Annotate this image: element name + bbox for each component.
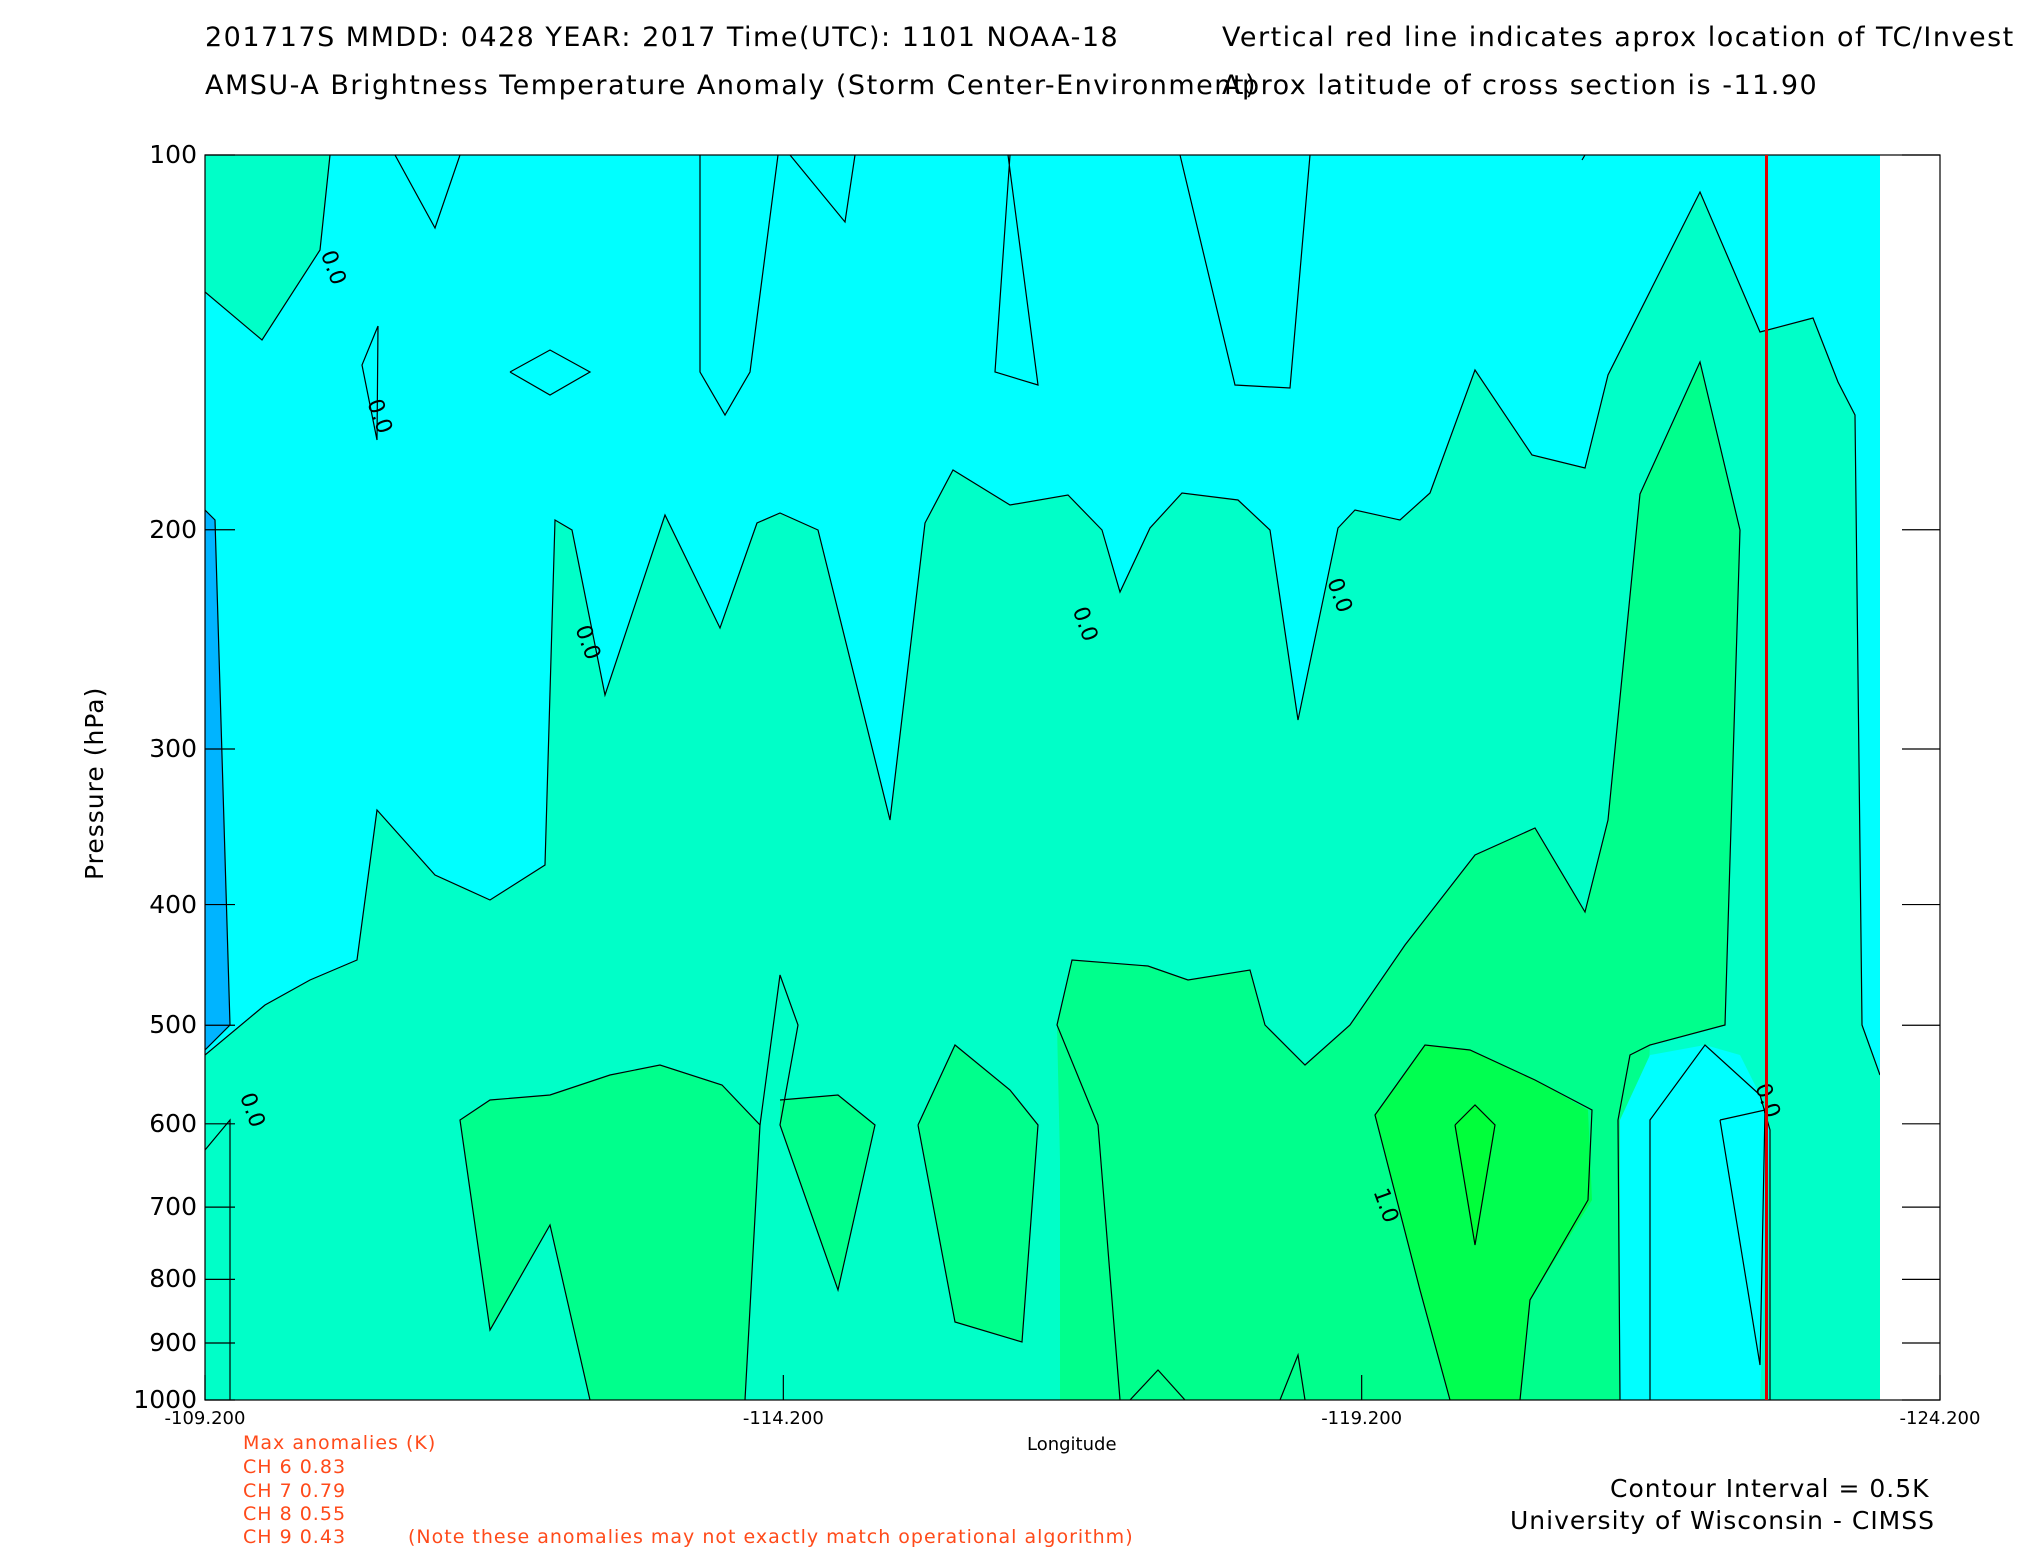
fill-above-1 [1375, 1045, 1592, 1400]
credit-line: University of Wisconsin - CIMSS [1510, 1506, 1935, 1535]
contour-line [205, 155, 331, 341]
header-note-red-line: Vertical red line indicates aprox locati… [1222, 22, 2015, 53]
contour-line [459, 1064, 761, 1400]
y-tick-label: 100 [149, 140, 197, 169]
fill-above-1-core [1455, 1105, 1495, 1245]
y-tick-label: 900 [149, 1328, 197, 1358]
fill-0-5-to-1-small-b [780, 1095, 875, 1290]
contour-line [759, 974, 876, 1293]
contour-line [1129, 1369, 1186, 1400]
y-tick-label: 400 [149, 889, 197, 919]
contour-interval: Contour Interval = 0.5K [1610, 1474, 1930, 1503]
x-axis-label: Longitude [1027, 1434, 1117, 1455]
max-anomaly-ch6: CH 6 0.83 [243, 1456, 347, 1478]
contour-line [361, 325, 379, 441]
y-ticks-right [1902, 154, 1940, 1401]
fill-below-minus-0-5 [205, 510, 230, 1050]
contour-line [205, 509, 231, 1051]
contour-line [699, 155, 779, 417]
x-tick-label: -109.200 [164, 1408, 246, 1429]
contour-line [205, 190, 1880, 1076]
x-tick-label: -119.200 [1321, 1408, 1403, 1429]
contour-line [1279, 1352, 1306, 1400]
y-tick-label: 600 [149, 1108, 197, 1138]
max-anomaly-ch8: CH 8 0.55 [243, 1503, 347, 1525]
y-axis-label: Pressure (hPa) [80, 686, 109, 880]
contour-lines [205, 155, 1880, 1400]
max-anomalies-title: Max anomalies (K) [243, 1432, 437, 1454]
y-tick-label: 800 [149, 1264, 197, 1294]
y-ticks-left [205, 154, 235, 1401]
y-tick-label: 200 [149, 514, 197, 544]
header-subtitle: AMSU-A Brightness Temperature Anomaly (S… [205, 70, 1258, 101]
contour-line [917, 1044, 1039, 1343]
fill-0-5-to-1-lower-left [460, 1065, 760, 1400]
y-tick-label: 500 [149, 1010, 197, 1040]
max-anomaly-ch9: CH 9 0.43 [243, 1526, 347, 1548]
fill-0-5-to-1-small-a [918, 1045, 1038, 1342]
anomalies-note: (Note these anomalies may not exactly ma… [408, 1526, 1134, 1548]
white-strip [1880, 156, 1939, 1399]
contour-line [509, 349, 592, 396]
y-tick-label: 700 [149, 1192, 197, 1222]
x-tick-label: -114.200 [742, 1408, 824, 1429]
contour-line [1454, 1104, 1496, 1246]
contour-line [994, 155, 1039, 386]
fill-minus-0-5-near-tc [1620, 1045, 1770, 1400]
plot-frame [204, 154, 1941, 1401]
x-ticks [204, 1375, 1941, 1400]
header-latitude: Aprox latitude of cross section is -11.9… [1222, 70, 1819, 101]
y-tick-label: 1000 [133, 1385, 197, 1414]
contour-line [394, 155, 461, 230]
contour-line [205, 1118, 231, 1400]
contour-line [1179, 155, 1311, 389]
x-tick-label: -124.200 [1899, 1408, 1981, 1429]
contour-line [1649, 1044, 1771, 1400]
contour-line [789, 155, 856, 224]
contour-line [1056, 360, 1741, 1400]
contour-line [1581, 155, 1586, 161]
y-tick-label: 300 [149, 734, 197, 764]
fill-0-to-0-5-upper-left [205, 155, 330, 340]
header-title: 201717S MMDD: 0428 YEAR: 2017 Time(UTC):… [205, 22, 1120, 53]
contour-line [1719, 1109, 1766, 1366]
max-anomaly-ch7: CH 7 0.79 [243, 1480, 347, 1502]
contour-line [1374, 1044, 1593, 1400]
